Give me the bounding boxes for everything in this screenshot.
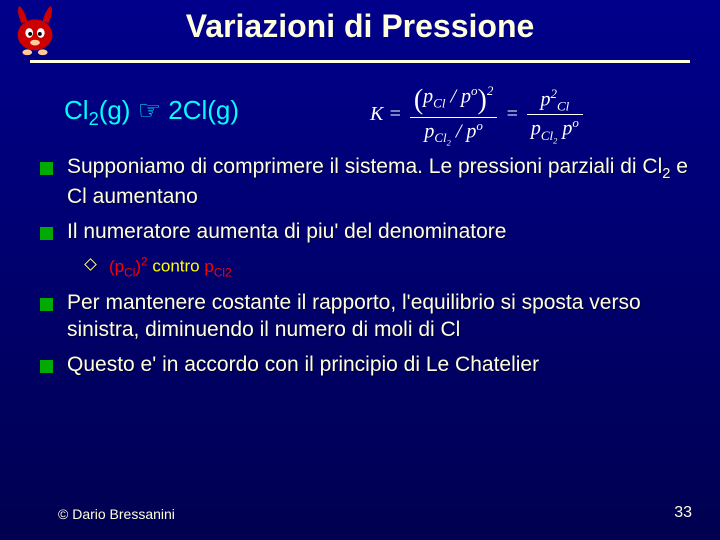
- diamond-icon: [84, 258, 97, 271]
- bullet-list: Supponiamo di comprimere il sistema. Le …: [40, 154, 690, 379]
- bullet-text: Il numeratore aumenta di piu' del denomi…: [67, 219, 506, 246]
- page-number: 33: [674, 504, 692, 522]
- equilibrium-equation: K = (pCl / po)2 pCl2 / po = p2Cl pCl2 po: [370, 83, 586, 148]
- bullet-text: Per mantenere costante il rapporto, l'eq…: [67, 290, 690, 344]
- bullet-text: Supponiamo di comprimere il sistema. Le …: [67, 154, 690, 211]
- slide-title: Variazioni di Pressione: [0, 0, 720, 45]
- sub-bullet-item: (pCl)2 contro pCl2: [86, 254, 690, 281]
- bullet-square-icon: [40, 298, 53, 311]
- bullet-text: Questo e' in accordo con il principio di…: [67, 352, 539, 379]
- bullet-square-icon: [40, 360, 53, 373]
- bullet-item: Per mantenere costante il rapporto, l'eq…: [40, 290, 690, 344]
- copyright-footer: © Dario Bressanini: [58, 506, 175, 522]
- bullet-square-icon: [40, 227, 53, 240]
- title-underline: [30, 60, 690, 63]
- bullet-item: Questo e' in accordo con il principio di…: [40, 352, 690, 379]
- bullet-item: Il numeratore aumenta di piu' del denomi…: [40, 219, 690, 246]
- slide-content: K = (pCl / po)2 pCl2 / po = p2Cl pCl2 po…: [40, 95, 690, 387]
- mascot-logo: [6, 2, 64, 60]
- bullet-item: Supponiamo di comprimere il sistema. Le …: [40, 154, 690, 211]
- sub-bullet-text: (pCl)2 contro pCl2: [109, 254, 232, 281]
- bullet-square-icon: [40, 162, 53, 175]
